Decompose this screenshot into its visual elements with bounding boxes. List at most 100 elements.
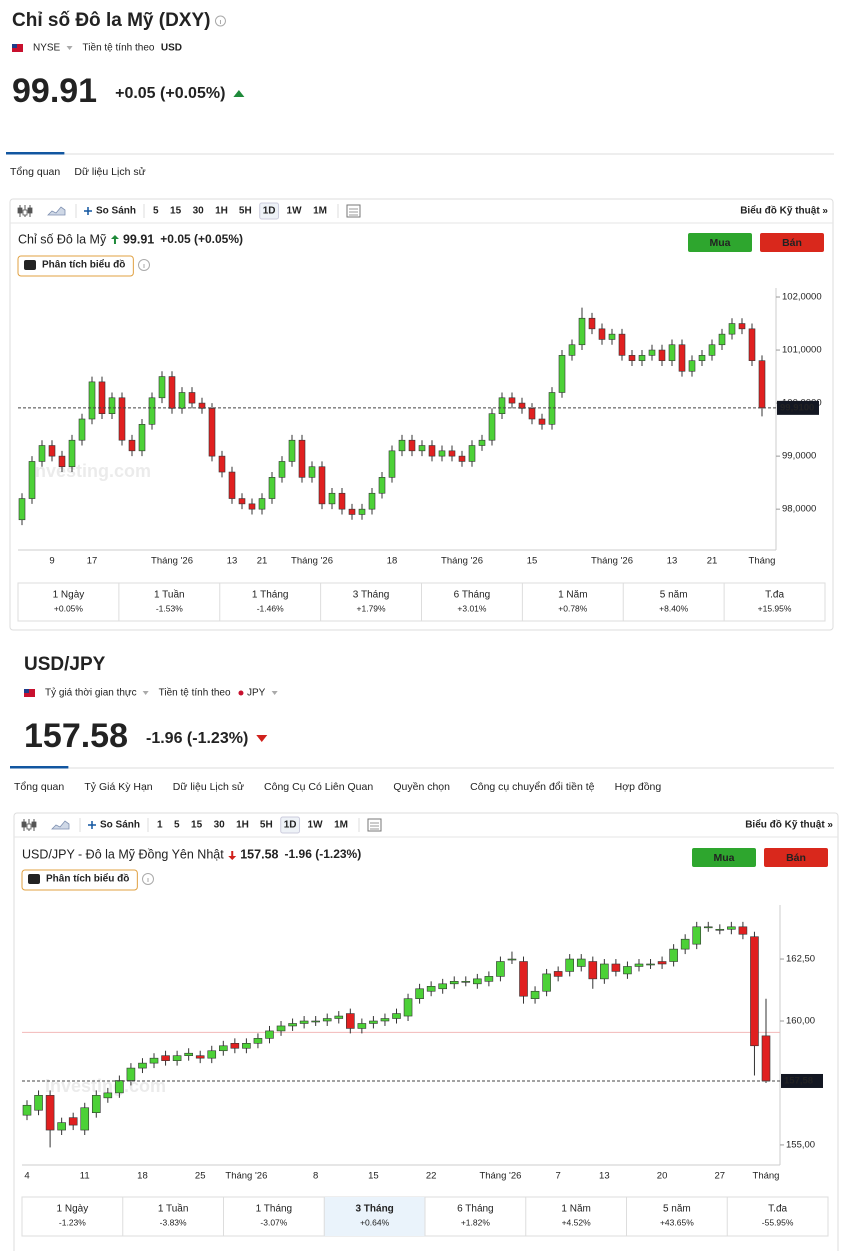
tab[interactable]: Tỷ Giá Kỳ Hạn — [84, 781, 152, 793]
x-tick-label: Tháng '26 — [151, 556, 193, 567]
sell-button[interactable] — [760, 233, 824, 252]
y-tick-label: 160,00 — [786, 1016, 815, 1027]
quote-arrow — [228, 851, 237, 860]
period-label[interactable]: 1 Năm — [561, 1204, 590, 1215]
candle-body — [80, 1107, 90, 1131]
interval[interactable]: 1H — [215, 206, 228, 217]
period-label[interactable]: 1 Tuần — [154, 589, 185, 601]
compare-button[interactable]: So Sánh — [96, 206, 136, 217]
compare-button[interactable]: So Sánh — [100, 820, 140, 831]
candle-body — [519, 961, 528, 997]
period-value: +15.95% — [758, 603, 792, 613]
candle-body — [195, 1055, 205, 1059]
period-label[interactable]: 3 Tháng — [355, 1204, 393, 1215]
candle-body — [88, 381, 96, 420]
caret — [271, 691, 278, 695]
technical-link[interactable]: Biểu đồ Kỹ thuật » — [745, 819, 833, 831]
technical-link[interactable]: Biểu đồ Kỹ thuật » — [740, 205, 828, 217]
area-icon[interactable] — [47, 206, 66, 216]
period-label[interactable]: 1 Tuần — [158, 1203, 189, 1215]
period-label[interactable]: 5 năm — [660, 590, 688, 601]
tab-active-bar — [6, 152, 65, 155]
candle-icon — [21, 821, 27, 828]
tab[interactable]: Dữ liệu Lịch sử — [74, 166, 145, 178]
x-tick-label: 18 — [387, 556, 398, 567]
interval[interactable]: 5H — [260, 820, 273, 831]
interval[interactable]: 1D — [263, 206, 276, 217]
period-label[interactable]: 1 Ngày — [57, 1204, 89, 1215]
candle-body — [348, 508, 356, 515]
analysis-button[interactable] — [21, 869, 138, 891]
candle-body — [378, 477, 386, 494]
candle-body — [758, 360, 766, 409]
candle-body — [698, 355, 706, 361]
interval[interactable]: 1M — [313, 206, 327, 217]
interval[interactable]: 1W — [287, 206, 303, 217]
interval[interactable]: 1W — [308, 820, 324, 831]
interval[interactable]: 15 — [191, 820, 203, 831]
candle-body — [253, 1038, 263, 1044]
interval[interactable]: 1 — [157, 820, 163, 831]
ai-icon — [28, 874, 40, 884]
interval[interactable]: 1D — [284, 820, 297, 831]
candle-body — [380, 1018, 390, 1022]
candle-body — [218, 1045, 228, 1052]
candle-body — [338, 492, 346, 510]
period-label[interactable]: T.đa — [768, 1204, 787, 1215]
plus-icon[interactable] — [88, 821, 96, 829]
tab-active-bar — [10, 766, 69, 769]
indicator-icon[interactable] — [367, 818, 382, 832]
period-label[interactable]: 6 Tháng — [454, 590, 491, 601]
interval[interactable]: 15 — [170, 206, 182, 217]
interval[interactable]: 5 — [174, 820, 180, 831]
interval[interactable]: 1M — [334, 820, 348, 831]
tab[interactable]: Tổng quan — [14, 781, 64, 793]
plus-icon[interactable] — [84, 207, 92, 215]
period-label[interactable]: 5 năm — [663, 1204, 691, 1215]
interval[interactable]: 30 — [214, 820, 226, 831]
interval-active — [280, 816, 301, 834]
change-arrow — [256, 735, 268, 742]
x-tick-label: Tháng '26 — [479, 1171, 521, 1182]
candle-body — [311, 1020, 320, 1023]
quote-price: 99.91 — [123, 232, 154, 246]
interval[interactable]: 5 — [153, 206, 159, 217]
period-label[interactable]: 1 Năm — [558, 590, 587, 601]
x-tick-label: 21 — [257, 556, 268, 567]
x-tick-label: 25 — [195, 1171, 206, 1182]
tab[interactable]: Hợp đồng — [615, 781, 662, 793]
tab[interactable]: Công Cụ Có Liên Quan — [264, 781, 373, 793]
buy-label: Mua — [714, 852, 735, 864]
period-label[interactable]: 3 Tháng — [353, 590, 390, 601]
period-label[interactable]: 1 Tháng — [256, 1204, 293, 1215]
interval[interactable]: 30 — [193, 206, 205, 217]
period-label[interactable]: 1 Tháng — [252, 590, 289, 601]
sell-button[interactable] — [764, 848, 828, 867]
widget — [9, 198, 834, 631]
x-tick-label: 13 — [667, 556, 678, 567]
period-label[interactable]: 6 Tháng — [457, 1204, 494, 1215]
tab[interactable]: Dữ liệu Lịch sử — [173, 781, 244, 793]
candle-body — [488, 413, 496, 441]
indicator-icon[interactable] — [346, 204, 361, 218]
tab[interactable]: Tổng quan — [10, 166, 60, 178]
candle-icon — [26, 823, 32, 830]
period-value: +4.52% — [562, 1217, 592, 1227]
analysis-button[interactable] — [17, 255, 134, 277]
buy-button[interactable] — [688, 233, 752, 252]
period-value: -55.95% — [762, 1217, 794, 1227]
buy-button[interactable] — [692, 848, 756, 867]
tab[interactable]: Công cụ chuyển đổi tiền tệ — [470, 781, 594, 793]
candle-body — [118, 397, 126, 441]
interval[interactable]: 5H — [239, 206, 252, 217]
currency-caption: Tiền tệ tính theo — [159, 687, 231, 699]
interval[interactable]: 1H — [236, 820, 249, 831]
area-icon[interactable] — [51, 820, 70, 830]
period-label[interactable]: T.đa — [765, 590, 784, 601]
tab[interactable]: Quyền chọn — [393, 781, 450, 793]
period-label[interactable]: 1 Ngày — [53, 590, 85, 601]
period-value: -3.83% — [160, 1217, 187, 1227]
analysis-label: Phân tích biểu đồ — [42, 259, 125, 271]
candle-body — [34, 1095, 43, 1111]
candle-body — [68, 439, 76, 468]
